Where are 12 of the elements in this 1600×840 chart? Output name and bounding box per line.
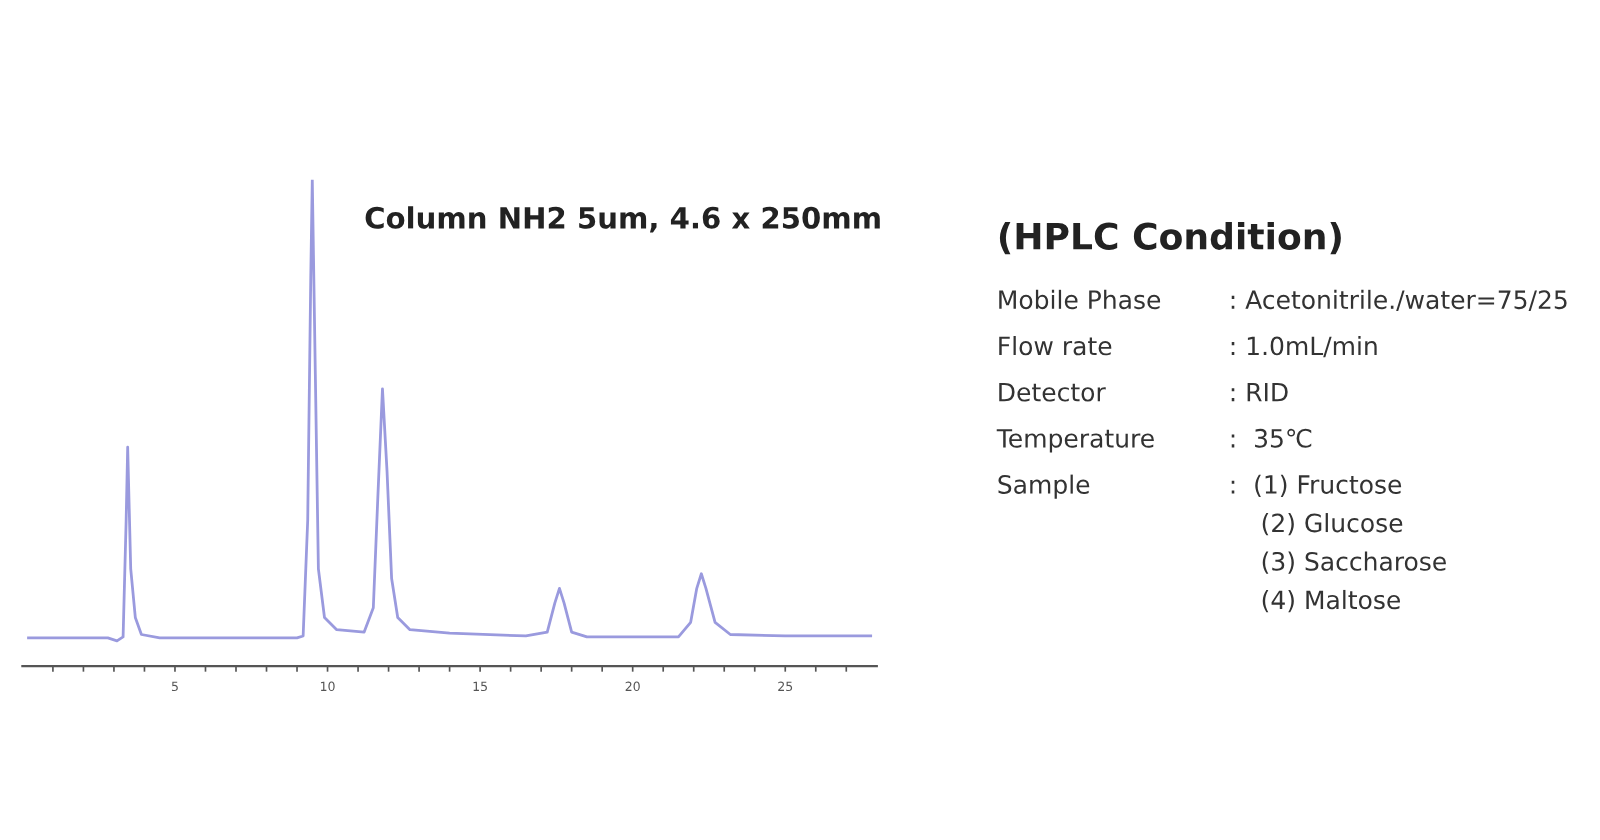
text: : 35℃ xyxy=(1231,428,1312,448)
text: Detector xyxy=(999,382,1106,402)
text: Flow rate xyxy=(999,336,1112,356)
text: : (1) Fructose (2) Glucose (3) Saccharose (4) Maltose xyxy=(1231,474,1446,613)
text: Column NH2 5um, 4.6 x 250mm xyxy=(365,206,880,233)
text: : Acetonitrile./water=75/25 xyxy=(1231,289,1567,312)
text: : RID xyxy=(1231,382,1288,402)
text: : 1.0mL/min xyxy=(1231,336,1377,358)
text: (HPLC Condition) xyxy=(999,221,1341,255)
text: Temperature xyxy=(996,429,1154,453)
text: Sample xyxy=(998,474,1090,499)
text: Mobile Phase xyxy=(999,289,1161,310)
